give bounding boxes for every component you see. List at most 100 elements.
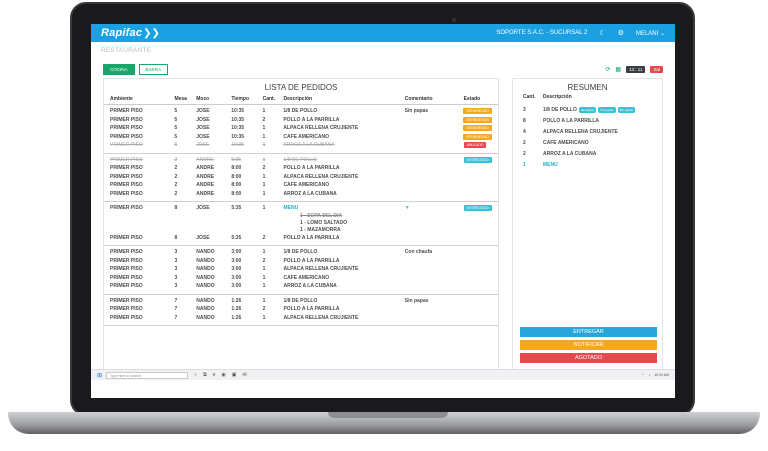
order-row[interactable]: PRIMER PISO 2 ANDRE 8:00 2 POLLO A LA PARRILL… xyxy=(104,164,498,173)
cell-estado: ENTREGADO xyxy=(463,205,492,212)
cell-descripcion: ARROZ A LA CUBANA xyxy=(283,142,335,149)
cell-mesa: 5 xyxy=(174,125,178,132)
cortana-icon[interactable]: ○ xyxy=(194,372,198,378)
order-row[interactable]: PRIMER PISO 5 JOSE 10:35 2 POLLO A LA PARRILL… xyxy=(104,116,498,125)
orders-table-body: PRIMER PISO 5 JOSE 10:35 1 1/8 DE POLLO Sin pa… xyxy=(104,105,498,326)
order-row[interactable]: PRIMER PISO 5 JOSE 10:35 1 1/8 DE POLLO Sin pa… xyxy=(104,107,498,116)
status-badge[interactable]: ATENDIENDO xyxy=(463,133,493,140)
status-badge[interactable]: ATENDIENDO xyxy=(463,125,493,132)
cell-tiempo: 10:35 xyxy=(231,142,244,149)
order-row[interactable]: PRIMER PISO 7 NANDO 1:26 2 POLLO A LA PARRILL… xyxy=(104,305,498,314)
caret-down-icon[interactable]: ▼ xyxy=(404,205,410,212)
order-row[interactable]: PRIMER PISO 8 JOSE 5:35 1 MENU ▼ ENTREGADO xyxy=(104,204,498,213)
cell-descripcion: POLLO A LA PARRILLA xyxy=(283,234,340,241)
agotado-button[interactable]: AGOTADO xyxy=(520,353,657,363)
mail-icon[interactable]: ✉ xyxy=(242,372,247,378)
cell-descripcion: ALPACA RELLENA CRUJIENTE xyxy=(283,266,359,273)
order-row[interactable]: PRIMER PISO 7 NANDO 1:26 1 1/8 DE POLLO Sin pa… xyxy=(104,297,498,306)
cell-mozo: NANDO xyxy=(196,257,215,264)
cell-comentario: Sin papas xyxy=(404,297,429,304)
chevron-down-icon: ⌄ xyxy=(659,30,665,37)
cell-ambiente: PRIMER PISO xyxy=(110,182,143,189)
order-group: PRIMER PISO 2 ANDRE 5:35 1 1/8 DE POLLO ENTREG… xyxy=(104,154,498,202)
status-badge[interactable]: ATENDIENDO xyxy=(463,108,493,115)
order-row[interactable]: PRIMER PISO 3 NANDO 3:00 1 1/8 DE POLLO Con ch… xyxy=(104,248,498,257)
status-badge[interactable]: ENTREGADO xyxy=(463,156,492,163)
store-icon[interactable]: ▣ xyxy=(231,372,237,378)
app-logo[interactable]: Rapifac xyxy=(101,27,143,39)
chrome-icon[interactable]: ◉ xyxy=(221,372,226,378)
order-row[interactable]: PRIMER PISO 2 ANDRE 8:00 1 ALPACA RELLENA CRU… xyxy=(104,173,498,182)
cell-descripcion: ARROZ A LA CUBANA xyxy=(283,283,337,290)
order-row[interactable]: PRIMER PISO 2 ANDRE 5:35 1 1/8 DE POLLO ENTREG… xyxy=(104,156,498,165)
volume-icon[interactable]: ♪ xyxy=(648,373,651,377)
cell-mozo: JOSE xyxy=(196,205,210,212)
resumen-row[interactable]: 3 1/8 DE POLLO Sin papas Sin papas Sin papas xyxy=(513,104,662,115)
resumen-row[interactable]: 2 ARROZ A LA CUBANA xyxy=(513,148,662,159)
cell-tiempo: 8:00 xyxy=(231,190,242,197)
cell-tiempo: 8:00 xyxy=(231,182,242,189)
order-row[interactable]: PRIMER PISO 5 JOSE 10:35 1 ALPACA RELLENA CRU… xyxy=(104,124,498,133)
user-menu[interactable]: MELANI ⌄ xyxy=(636,30,665,37)
tab-cocina[interactable]: COCINA xyxy=(103,63,135,75)
cell-mesa: 5 xyxy=(174,108,178,115)
order-row[interactable]: PRIMER PISO 5 JOSE 10:35 1 ARROZ A LA CUBANA A… xyxy=(104,141,498,150)
resumen-row[interactable]: 1 MENU xyxy=(513,159,662,170)
resumen-desc: ARROZ A LA CUBANA xyxy=(543,151,596,157)
status-badge[interactable]: ANULADO xyxy=(463,142,487,149)
cell-ambiente: PRIMER PISO xyxy=(110,108,143,115)
orders-table-header: Ambiente Mesa Mozo Tiempo Cant. Descripc… xyxy=(104,93,498,105)
col-tiempo: Tiempo xyxy=(231,96,250,102)
order-row[interactable]: PRIMER PISO 3 NANDO 3:00 1 ARROZ A LA CUBANA xyxy=(104,282,498,291)
status-badge[interactable]: ATENDIENDO xyxy=(463,116,493,123)
cell-mozo: NANDO xyxy=(196,266,215,273)
grid-icon[interactable]: ▦ xyxy=(615,66,622,73)
order-row[interactable]: PRIMER PISO 2 ANDRE 8:00 1 ARROZ A LA CUBANA xyxy=(104,190,498,199)
order-row[interactable]: PRIMER PISO 3 NANDO 3:00 2 POLLO A LA PARRILL… xyxy=(104,257,498,266)
order-row[interactable]: PRIMER PISO 2 ANDRE 8:00 1 CAFE AMERICANO xyxy=(104,181,498,190)
cell-tiempo: 1:26 xyxy=(231,297,242,304)
cell-descripcion: POLLO A LA PARRILLA xyxy=(283,165,340,172)
cell-ambiente: PRIMER PISO xyxy=(110,173,143,180)
cell-cant: 1 xyxy=(262,133,266,140)
cell-tiempo: 8:00 xyxy=(231,165,242,172)
entregar-button[interactable]: ENTREGAR xyxy=(520,327,657,337)
cell-mesa: 7 xyxy=(174,297,178,304)
resumen-row[interactable]: 4 ALPACA RELLENA CRUJIENTE xyxy=(513,126,662,137)
task-view-icon[interactable]: ⧉ xyxy=(203,372,207,378)
cell-cant: 2 xyxy=(262,165,266,172)
order-row[interactable]: PRIMER PISO 8 JOSE 5:35 2 POLLO A LA PARRILLA xyxy=(104,234,498,243)
resumen-row[interactable]: 2 CAFE AMERICANO xyxy=(513,137,662,148)
order-row[interactable]: PRIMER PISO 7 NANDO 1:26 1 ALPACA RELLENA CRU… xyxy=(104,314,498,323)
refresh-icon[interactable]: ⟳ xyxy=(605,66,611,73)
edge-icon[interactable]: e xyxy=(212,372,216,378)
tab-barra[interactable]: BARRA xyxy=(138,63,169,75)
cell-tiempo: 8:00 xyxy=(231,173,242,180)
resumen-list: 3 1/8 DE POLLO Sin papas Sin papas Sin papas… xyxy=(513,104,662,170)
taskbar-search-input[interactable]: Type here to search xyxy=(106,371,189,379)
order-group: PRIMER PISO 8 JOSE 5:35 1 MENU ▼ ENTREGADO 1 - S… xyxy=(104,202,498,246)
network-icon[interactable]: ⌃ xyxy=(641,373,645,377)
cell-tiempo: 10:35 xyxy=(231,125,245,132)
company-name[interactable]: SOPORTE S.A.C. - SUCURSAL 2 xyxy=(496,30,588,36)
cell-mesa: 2 xyxy=(174,182,178,189)
cell-ambiente: PRIMER PISO xyxy=(110,165,143,172)
taskbar-clock: 10:00 AM xyxy=(654,373,669,377)
resumen-desc: ALPACA RELLENA CRUJIENTE xyxy=(543,129,618,135)
gear-icon[interactable]: ⚙ xyxy=(617,30,624,37)
resumen-cant: 2 xyxy=(523,139,526,146)
windows-start-icon[interactable]: ⊞ xyxy=(97,372,103,379)
moon-icon[interactable]: ☾ xyxy=(599,30,606,37)
cell-tiempo: 3:00 xyxy=(231,257,242,264)
order-row[interactable]: PRIMER PISO 5 JOSE 10:35 1 CAFE AMERICANO ATEN… xyxy=(104,133,498,142)
windows-taskbar: ⊞ Type here to search ○ ⧉ e ◉ ▣ ✉ ⌃ ♪ 10… xyxy=(91,369,675,380)
resumen-desc: 1/8 DE POLLO Sin papas Sin papas Sin papas xyxy=(543,106,635,113)
notificar-button[interactable]: NOTIFICAR xyxy=(520,340,657,350)
status-badge[interactable]: ENTREGADO xyxy=(463,205,492,212)
cell-cant: 1 xyxy=(262,266,266,273)
order-row[interactable]: PRIMER PISO 3 NANDO 3:00 1 CAFE AMERICANO xyxy=(104,274,498,283)
order-row[interactable]: PRIMER PISO 3 NANDO 3:00 1 ALPACA RELLENA CRU… xyxy=(104,265,498,274)
resumen-cant: 3 xyxy=(523,106,526,113)
exit-button[interactable]: Sal xyxy=(650,65,663,73)
resumen-row[interactable]: 8 POLLO A LA PARRILLA xyxy=(513,115,662,126)
